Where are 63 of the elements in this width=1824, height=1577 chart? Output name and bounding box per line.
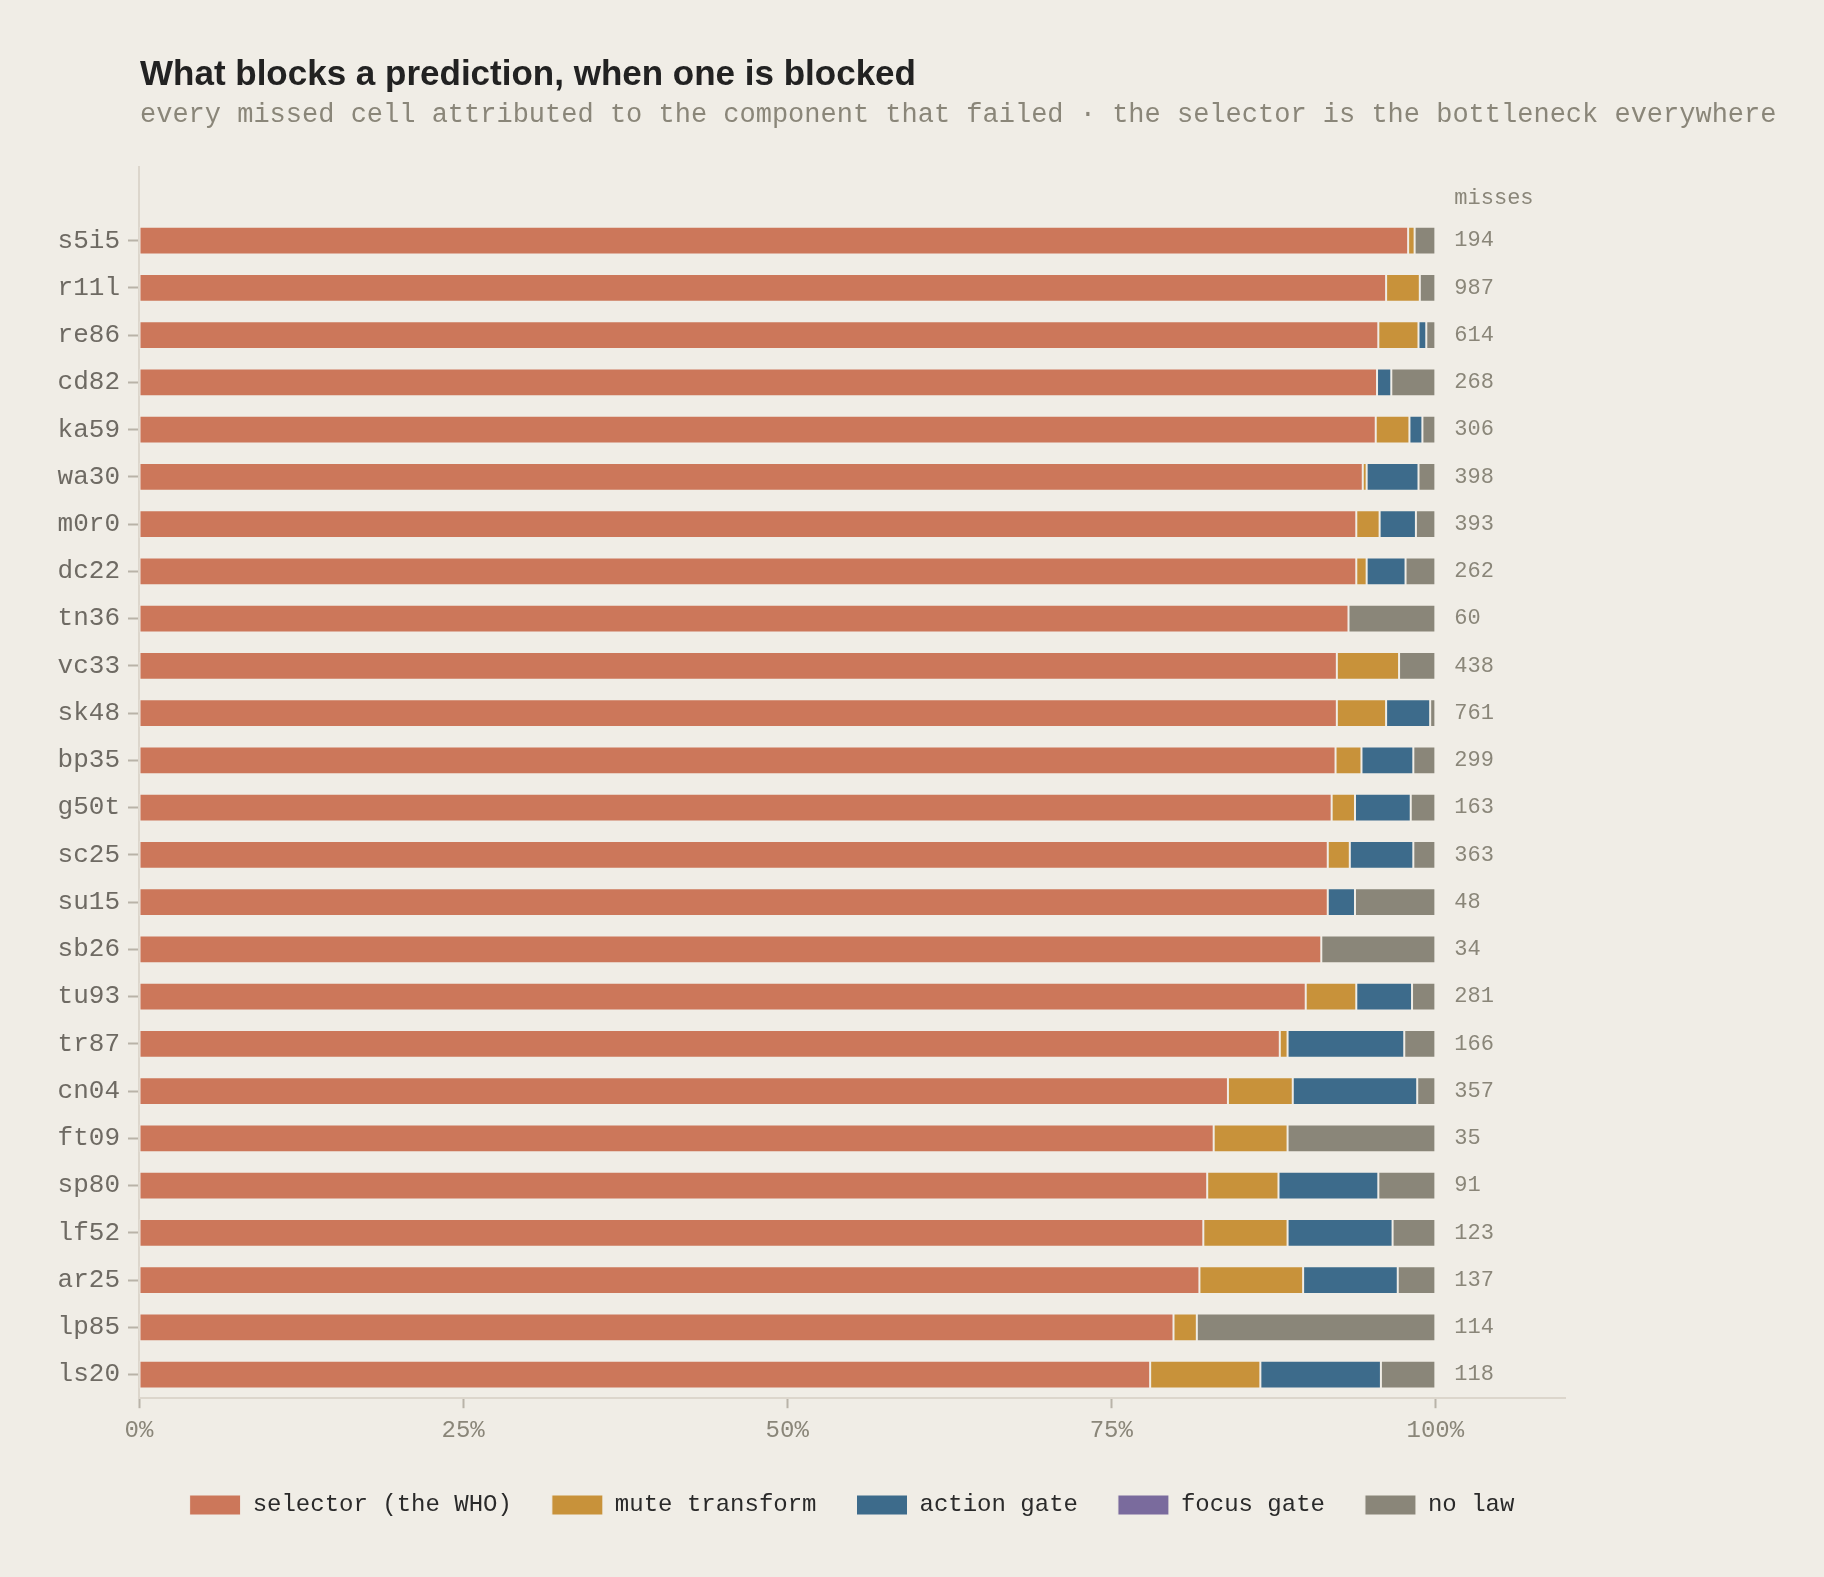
- y-tick-label: ft09: [57, 1123, 120, 1154]
- annotation: 357: [1454, 1078, 1494, 1104]
- y-tick-label: bp35: [57, 745, 120, 776]
- annotation: 123: [1454, 1220, 1494, 1246]
- x-tick-label: 100%: [1406, 1416, 1465, 1444]
- annotation: 35: [1454, 1126, 1481, 1152]
- x-tick-label: 50%: [765, 1416, 810, 1444]
- y-tick-label: ka59: [57, 414, 120, 445]
- y-tick-label: sp80: [57, 1170, 120, 1201]
- y-tick-label: g50t: [57, 792, 120, 823]
- annotation: 438: [1454, 653, 1494, 679]
- legend-label: action gate: [919, 1491, 1078, 1519]
- annotation: 194: [1454, 228, 1494, 254]
- annotation: 299: [1454, 748, 1494, 774]
- annotation: 393: [1454, 511, 1494, 537]
- annotation: 987: [1454, 275, 1494, 301]
- annotation: 118: [1454, 1362, 1494, 1388]
- y-tick-label: sc25: [57, 839, 120, 870]
- y-tick-label: vc33: [57, 650, 120, 681]
- y-tick-label: tn36: [57, 603, 120, 634]
- legend-label: focus gate: [1180, 1491, 1325, 1519]
- y-tick-label: re86: [57, 320, 120, 351]
- annotation: 281: [1454, 984, 1494, 1010]
- annotation: 268: [1454, 370, 1494, 396]
- y-tick-label: lf52: [57, 1217, 120, 1248]
- y-tick-label: wa30: [57, 461, 120, 492]
- text: misses: [1454, 185, 1534, 211]
- annotation: 48: [1454, 889, 1481, 915]
- y-tick-label: sb26: [57, 934, 120, 965]
- y-tick-label: su15: [57, 886, 120, 917]
- y-tick-label: ar25: [57, 1264, 120, 1295]
- annotation: 91: [1454, 1173, 1481, 1199]
- annotation: 34: [1454, 937, 1481, 963]
- annotation: 137: [1454, 1267, 1494, 1293]
- annotation: 262: [1454, 559, 1494, 585]
- annotation: 60: [1454, 606, 1481, 632]
- chart-subtitle: every missed cell attributed to the component that failed · the selector is the bottleneck everywhere: [140, 100, 1777, 130]
- annotation: 398: [1454, 464, 1494, 490]
- y-tick-label: tu93: [57, 981, 120, 1012]
- chart-title: What blocks a prediction, when one is blocked: [140, 53, 916, 93]
- annotation: 114: [1454, 1315, 1494, 1341]
- y-tick-label: sk48: [57, 697, 120, 728]
- x-tick-label: 0%: [124, 1416, 154, 1444]
- annotation: 163: [1454, 795, 1494, 821]
- legend-label: mute transform: [614, 1491, 817, 1519]
- y-tick-label: ls20: [57, 1359, 120, 1390]
- annotation: 761: [1454, 700, 1494, 726]
- x-tick-label: 25%: [441, 1416, 486, 1444]
- legend-label: no law: [1427, 1491, 1515, 1519]
- legend-label: selector (the WHO): [252, 1491, 512, 1519]
- annotation: 306: [1454, 417, 1494, 443]
- y-tick-label: lp85: [57, 1312, 120, 1343]
- annotation: 166: [1454, 1031, 1494, 1057]
- y-tick-label: s5i5: [57, 225, 120, 256]
- y-tick-label: r11l: [57, 272, 120, 303]
- y-tick-label: tr87: [57, 1028, 120, 1059]
- y-tick-label: cd82: [57, 367, 120, 398]
- x-tick-label: 75%: [1089, 1416, 1134, 1444]
- y-tick-label: cn04: [57, 1075, 120, 1106]
- y-tick-label: m0r0: [57, 509, 120, 539]
- annotation: 614: [1454, 322, 1494, 348]
- annotation: 363: [1454, 842, 1494, 868]
- y-tick-label: dc22: [57, 556, 120, 587]
